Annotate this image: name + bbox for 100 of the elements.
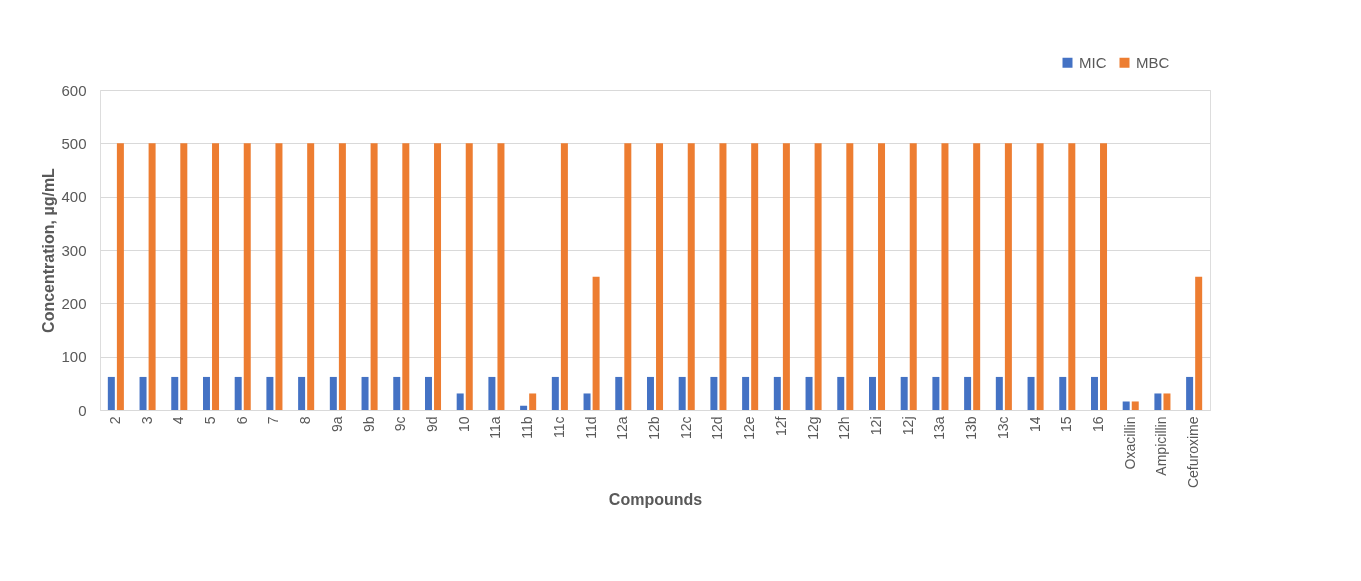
y-axis-title: Concentration, µg/mL <box>40 167 58 333</box>
x-tick-label: Cefuroxime <box>1185 416 1202 489</box>
bar <box>243 143 251 410</box>
x-tick-label: 12g <box>804 416 821 440</box>
bar <box>370 143 378 410</box>
bar <box>148 143 156 410</box>
bar <box>1122 401 1130 410</box>
bar <box>529 393 537 410</box>
x-tick-label: 12e <box>741 416 758 440</box>
bar <box>646 376 654 410</box>
bar <box>710 376 718 410</box>
bar <box>1131 401 1139 410</box>
bar <box>1090 376 1098 410</box>
x-tick-label: 13a <box>931 416 948 440</box>
bar <box>434 143 442 410</box>
bar <box>456 393 464 410</box>
x-tick-label: 7 <box>265 416 282 425</box>
bar <box>1004 143 1012 410</box>
x-tick-label: 12a <box>614 416 631 440</box>
y-tick-label: 0 <box>78 401 87 419</box>
x-tick-label: Ampicillin <box>1153 416 1170 476</box>
bar <box>424 376 432 410</box>
x-tick-label: 10 <box>455 416 472 433</box>
bar <box>1163 393 1171 410</box>
bar <box>1100 143 1108 410</box>
bar <box>171 376 179 410</box>
x-tick-label: 6 <box>233 416 250 425</box>
bar <box>298 376 306 410</box>
bar <box>782 143 790 410</box>
bar <box>624 143 632 410</box>
y-tick-label: 100 <box>61 348 87 366</box>
bar <box>338 143 346 410</box>
x-tick-label: 3 <box>138 416 155 425</box>
bar <box>234 376 242 410</box>
x-axis-title: Compounds <box>608 491 703 509</box>
x-tick-label: 12b <box>646 416 662 440</box>
bar <box>560 143 568 410</box>
bar <box>583 393 591 410</box>
bar <box>678 376 686 410</box>
bar <box>551 376 559 410</box>
y-tick-label: 300 <box>61 241 87 259</box>
x-tick-label: 11d <box>582 416 599 439</box>
bar <box>465 143 473 410</box>
bar <box>1068 143 1076 410</box>
bar <box>909 143 917 410</box>
bar <box>878 143 886 410</box>
bar <box>275 143 283 410</box>
x-tick-label: 11b <box>519 416 536 439</box>
x-tick-label: 5 <box>202 416 218 425</box>
x-tick-label: 12j <box>899 416 916 436</box>
bar <box>1027 376 1035 410</box>
bar <box>814 143 822 410</box>
bar <box>805 376 813 410</box>
x-tick-label: 15 <box>1058 416 1075 433</box>
bar <box>656 143 664 410</box>
bar <box>719 143 727 410</box>
bar <box>773 376 781 410</box>
bar <box>266 376 274 410</box>
bar <box>361 376 369 410</box>
bar <box>687 143 695 410</box>
bar <box>742 376 750 410</box>
bar <box>837 376 845 410</box>
y-tick-label: 200 <box>61 294 87 312</box>
bar <box>497 143 505 410</box>
x-tick-label: 11a <box>487 416 504 439</box>
x-tick-label: 12h <box>836 416 853 440</box>
bar <box>1059 376 1067 410</box>
bar <box>329 376 337 410</box>
bar <box>116 143 124 410</box>
x-tick-label: 11c <box>550 416 567 439</box>
bar <box>751 143 759 410</box>
bar <box>932 376 940 410</box>
bar <box>868 376 876 410</box>
legend-label: MBC <box>1136 53 1170 71</box>
x-tick-label: 9b <box>360 416 377 433</box>
x-tick-label: 12d <box>709 416 726 440</box>
x-tick-label: 2 <box>106 416 123 425</box>
y-tick-label: 400 <box>61 188 87 206</box>
x-tick-label: 13c <box>994 416 1011 440</box>
x-tick-label: 4 <box>170 416 187 425</box>
x-tick-label: 12c <box>677 416 694 440</box>
bar <box>900 376 908 410</box>
bar <box>393 376 401 410</box>
bar <box>307 143 315 410</box>
bar <box>592 276 600 410</box>
bar <box>139 376 147 410</box>
bar <box>1036 143 1044 410</box>
bar <box>941 143 949 410</box>
bar <box>488 376 496 410</box>
bar <box>212 143 220 410</box>
bar <box>107 376 115 410</box>
x-tick-label: 9d <box>424 416 440 433</box>
bar <box>615 376 623 410</box>
bar <box>180 143 188 410</box>
bar <box>846 143 854 410</box>
bar <box>964 376 972 410</box>
y-tick-label: 600 <box>61 81 87 99</box>
bar <box>1195 276 1203 410</box>
x-tick-label: 13b <box>963 416 980 440</box>
x-tick-label: 12f <box>772 416 789 436</box>
